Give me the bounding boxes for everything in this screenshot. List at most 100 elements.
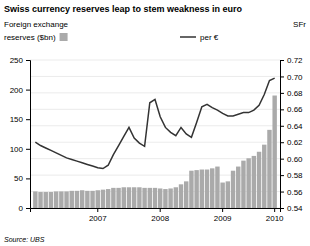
tick-label: 150 <box>10 115 24 124</box>
tick-label: 0.64 <box>287 122 303 131</box>
grid-line <box>30 60 280 61</box>
bar <box>179 184 183 208</box>
tick: 0.60 <box>280 155 303 164</box>
bar <box>127 187 131 208</box>
bar <box>252 156 256 208</box>
annotation: Source: UBS <box>4 236 45 243</box>
bar <box>80 190 84 208</box>
bar <box>96 190 100 208</box>
tick: 2007 <box>89 208 107 223</box>
tick-label: 0.72 <box>287 56 303 65</box>
tick-mark <box>280 175 284 176</box>
tick-label: 0.54 <box>287 204 303 213</box>
tick-mark <box>26 90 30 91</box>
tick-mark <box>274 208 275 212</box>
tick: 0.54 <box>280 204 303 213</box>
tick-label: 0.62 <box>287 138 303 147</box>
marks <box>33 78 277 208</box>
tick-mark <box>280 76 284 77</box>
bar <box>137 187 141 208</box>
tick-mark <box>280 109 284 110</box>
y-axis: 050100150200250 <box>10 56 31 213</box>
tick-label: 2007 <box>89 214 107 223</box>
tick-label: 0.66 <box>287 105 303 114</box>
tick: 150 <box>10 115 30 124</box>
tick-mark <box>26 149 30 150</box>
tick: 0.66 <box>280 105 303 114</box>
tick-mark <box>280 126 284 127</box>
tick-label: 2008 <box>151 214 169 223</box>
bar <box>236 167 240 208</box>
bar <box>200 170 204 208</box>
tick-label: 0.56 <box>287 188 303 197</box>
y2-axis: 0.54 0.56 0.58 0.60 0.62 0.64 0.66 0.68 0.70 0.72 <box>280 56 303 213</box>
bar <box>220 183 224 208</box>
bar <box>231 171 235 208</box>
tick: 2010 <box>266 208 284 223</box>
grid-line <box>30 125 280 126</box>
bar <box>122 187 126 208</box>
legend-line <box>180 36 196 38</box>
bar <box>101 190 105 208</box>
tick-label: 0 <box>19 204 24 213</box>
bar <box>241 161 245 208</box>
bar <box>189 171 193 208</box>
tick-mark <box>280 93 284 94</box>
tick-mark <box>280 192 284 193</box>
bar <box>210 168 214 208</box>
tick: 0.68 <box>280 89 303 98</box>
bar <box>168 188 172 208</box>
legend-swatch <box>60 33 68 41</box>
legend-label: reserves ($bn) <box>4 33 56 42</box>
bar <box>33 191 37 208</box>
grid <box>30 60 280 208</box>
tick-label: 2010 <box>266 214 284 223</box>
y2-axis-label: SFr <box>293 20 306 29</box>
tick: 0.62 <box>280 138 303 147</box>
tick-label: 0.58 <box>287 171 303 180</box>
tick: 2009 <box>214 208 232 223</box>
tick-label: 0.68 <box>287 89 303 98</box>
bar <box>70 191 74 208</box>
bar <box>267 130 271 208</box>
tick-mark <box>26 178 30 179</box>
tick: 0.70 <box>280 73 303 82</box>
bar <box>272 96 276 208</box>
bar <box>194 170 198 208</box>
bar <box>158 188 162 208</box>
tick: 100 <box>10 145 30 154</box>
bar <box>49 192 53 208</box>
tick-label: 0.60 <box>287 155 303 164</box>
tick-label: 0.70 <box>287 73 303 82</box>
bar <box>246 158 250 208</box>
bar <box>116 188 120 208</box>
bar <box>262 145 266 208</box>
bar <box>205 170 209 208</box>
tick-mark <box>26 119 30 120</box>
y-axis-label: Foreign exchange <box>4 20 69 29</box>
bar <box>38 192 42 208</box>
bar <box>226 181 230 208</box>
tick: 0 <box>19 204 30 213</box>
tick-mark <box>222 208 223 212</box>
tick-label: 2009 <box>214 214 232 223</box>
bar <box>90 191 94 208</box>
tick-mark <box>280 60 284 61</box>
bar <box>111 188 115 208</box>
legend-label: per € <box>200 33 219 42</box>
axis-line <box>281 61 285 209</box>
bar <box>142 188 146 208</box>
tick-mark <box>26 60 30 61</box>
tick: 50 <box>14 174 30 183</box>
tick-label: 100 <box>10 145 24 154</box>
plot: 0501001502002500.540.560.580.600.620.640… <box>10 56 303 223</box>
bar <box>75 191 79 208</box>
tick-mark <box>97 208 98 212</box>
bar <box>64 191 68 208</box>
tick-label: 200 <box>10 86 24 95</box>
bar <box>184 181 188 208</box>
bar <box>106 189 110 208</box>
tick: 0.64 <box>280 122 303 131</box>
tick-mark <box>26 208 30 209</box>
bar <box>257 152 261 208</box>
